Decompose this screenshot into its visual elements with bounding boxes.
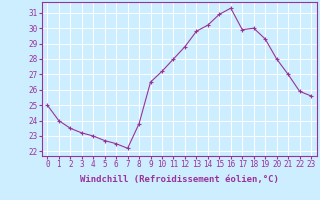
X-axis label: Windchill (Refroidissement éolien,°C): Windchill (Refroidissement éolien,°C) — [80, 175, 279, 184]
